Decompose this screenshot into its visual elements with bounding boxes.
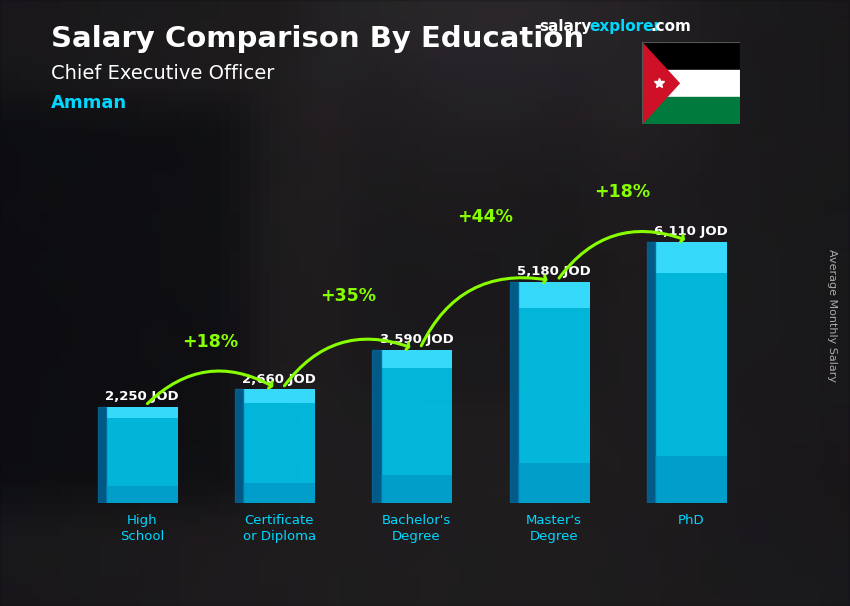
Bar	[509, 282, 518, 503]
Text: 5,180 JOD: 5,180 JOD	[517, 265, 591, 278]
Bar	[372, 350, 381, 503]
Bar	[106, 485, 178, 503]
Text: salary: salary	[540, 19, 592, 35]
Bar	[381, 350, 452, 368]
Bar	[381, 350, 452, 503]
Bar	[642, 70, 740, 97]
Text: +18%: +18%	[594, 183, 650, 201]
Text: 6,110 JOD: 6,110 JOD	[654, 225, 728, 239]
Bar	[518, 282, 590, 308]
Bar	[518, 463, 590, 503]
Text: 3,590 JOD: 3,590 JOD	[380, 333, 453, 346]
Text: Salary Comparison By Education: Salary Comparison By Education	[51, 25, 584, 53]
Bar	[106, 407, 178, 418]
Text: 2,250 JOD: 2,250 JOD	[105, 390, 178, 404]
Bar	[98, 407, 106, 503]
Text: Average Monthly Salary: Average Monthly Salary	[827, 248, 837, 382]
Text: Amman: Amman	[51, 94, 128, 112]
Bar	[655, 456, 727, 503]
Bar	[518, 282, 590, 503]
Bar	[655, 242, 727, 273]
Bar	[642, 42, 740, 70]
Bar	[642, 97, 740, 124]
Text: +35%: +35%	[320, 287, 376, 305]
Bar	[655, 242, 727, 503]
Text: Chief Executive Officer: Chief Executive Officer	[51, 64, 275, 82]
Bar	[235, 389, 243, 503]
Text: 2,660 JOD: 2,660 JOD	[242, 373, 316, 386]
Bar	[243, 389, 314, 403]
Polygon shape	[642, 42, 679, 124]
Bar	[243, 389, 314, 503]
Bar	[243, 482, 314, 503]
Text: +44%: +44%	[457, 208, 513, 226]
Text: +18%: +18%	[183, 333, 239, 351]
Bar	[381, 475, 452, 503]
Text: explorer: explorer	[589, 19, 661, 35]
Bar	[647, 242, 655, 503]
Text: .com: .com	[650, 19, 691, 35]
Bar	[106, 407, 178, 503]
